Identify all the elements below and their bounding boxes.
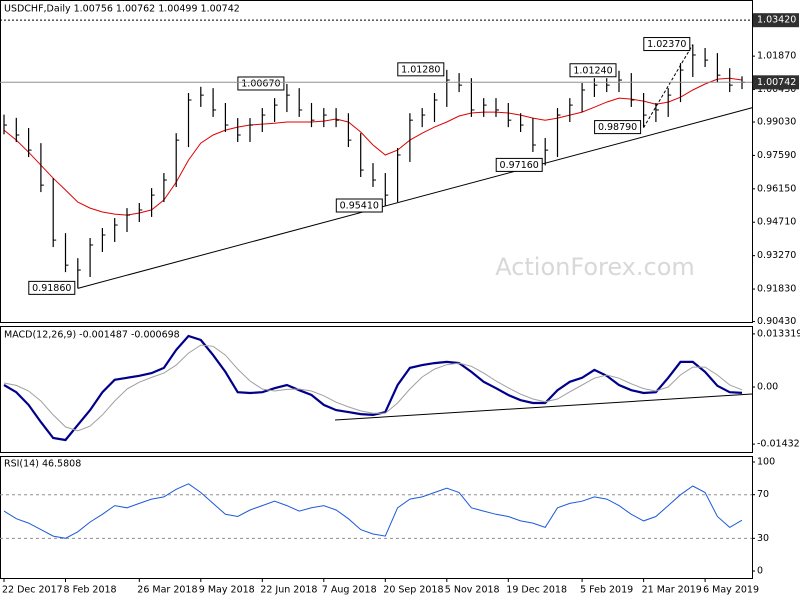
x-tick-label: 26 Mar 2018 [137, 585, 197, 596]
series-line [3, 483, 743, 539]
x-tick-label: 5 Nov 2018 [445, 585, 500, 596]
y-tick-label: 0 [757, 566, 763, 577]
chart-title: USDCHF,Daily 1.00756 1.00762 1.00499 1.0… [4, 4, 240, 15]
x-tick-label: 21 Mar 2019 [642, 585, 702, 596]
annotation-label: 0.95410 [340, 201, 379, 212]
annotation-label: 0.97160 [500, 160, 539, 171]
annotation-box [643, 37, 691, 52]
x-tick-label: 22 Dec 2017 [2, 585, 63, 596]
annotation-label: 1.00670 [241, 78, 280, 89]
annotation-label: 1.02370 [647, 39, 686, 50]
price-label: 1.00742 [757, 77, 796, 88]
y-tick-label: 30 [757, 533, 769, 544]
y-tick-label: 0.91830 [757, 284, 796, 295]
x-tick-label: 19 Dec 2018 [506, 585, 567, 596]
y-tick-label: 1.01870 [757, 51, 796, 62]
annotation-box [594, 120, 642, 135]
y-tick-label: 70 [757, 489, 769, 500]
price-panel [0, 0, 753, 323]
macd-title: MACD(12,26,9) -0.001487 -0.000698 [4, 330, 180, 341]
annotation-label: 1.01240 [573, 65, 612, 76]
y-tick-label: 0.013319 [757, 328, 800, 339]
annotation-label: 1.01280 [401, 64, 440, 75]
macd-panel [0, 326, 753, 453]
y-tick-label: 0.90430 [757, 316, 796, 327]
rsi-title: RSI(14) 46.5808 [4, 459, 81, 470]
x-tick-label: 9 May 2018 [199, 585, 255, 596]
trendline [77, 107, 753, 289]
y-tick-label: 0.94710 [757, 217, 796, 228]
price-box [753, 13, 799, 28]
annotation-label: 0.91860 [32, 283, 71, 294]
x-tick-label: 20 Sep 2018 [383, 585, 443, 596]
y-tick-label: -0.014323 [757, 439, 800, 450]
y-tick-label: 0.93270 [757, 250, 796, 261]
y-tick-label: 1.00430 [757, 84, 796, 95]
series-line [3, 344, 743, 432]
fib-line [643, 44, 694, 128]
annotation-box [495, 157, 543, 172]
x-tick-label: 22 Jun 2018 [260, 585, 317, 596]
annotation-box [237, 76, 285, 91]
series-line [3, 334, 743, 442]
y-tick-label: 0.00 [757, 382, 778, 393]
x-tick-label: 7 Aug 2018 [322, 585, 377, 596]
y-tick-label: 0.97590 [757, 150, 796, 161]
annotation-box [397, 62, 445, 77]
price-box [753, 75, 799, 90]
rsi-panel [0, 456, 753, 579]
annotation-box [28, 280, 76, 295]
macd-trendline [334, 393, 753, 421]
price-label: 1.03420 [757, 15, 796, 26]
y-tick-label: 0.96150 [757, 183, 796, 194]
y-tick-label: 0.99030 [757, 117, 796, 128]
annotation-label: 0.98790 [598, 122, 637, 133]
x-tick-label: 8 Feb 2018 [64, 585, 117, 596]
x-tick-label: 6 May 2019 [703, 585, 759, 596]
x-tick-label: 5 Feb 2019 [580, 585, 633, 596]
watermark: ActionForex.com [495, 253, 695, 281]
y-tick-label: 100 [757, 456, 775, 467]
annotation-box [335, 198, 383, 213]
annotation-box [569, 63, 617, 78]
